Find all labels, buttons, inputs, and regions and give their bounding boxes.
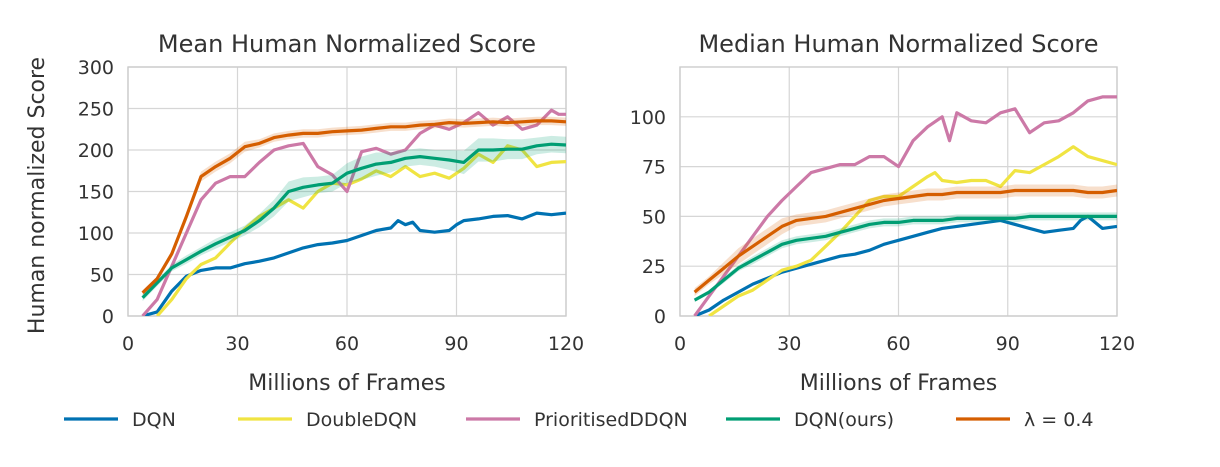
x-axis-label: Millions of Frames — [248, 371, 446, 396]
x-tick-label: 90 — [996, 333, 1020, 355]
x-tick-label: 30 — [225, 333, 249, 355]
y-tick-label: 25 — [642, 256, 666, 278]
series-DQN — [142, 211, 566, 316]
series-lambda — [693, 184, 1117, 297]
y-tick-label: 50 — [642, 206, 666, 228]
y-tick-label: 0 — [654, 306, 666, 328]
y-tick-label: 50 — [90, 265, 114, 287]
legend-label-DQN(ours): DQN(ours) — [794, 409, 894, 431]
y-axis-label: Human normalized Score — [25, 57, 50, 334]
line-lambda — [693, 188, 1117, 294]
band-lambda — [694, 184, 1117, 297]
x-tick-label: 120 — [548, 333, 584, 355]
line-DoubleDQN — [155, 144, 566, 316]
x-tick-label: 30 — [777, 333, 801, 355]
x-tick-label: 120 — [1099, 333, 1135, 355]
line-DQN(ours) — [141, 142, 566, 299]
line-DoubleDQN — [708, 145, 1117, 316]
legend: DQN DoubleDQN PrioritisedDDQN DQN(ours) λ = … — [64, 409, 1093, 431]
x-axis-label: Millions of Frames — [800, 371, 998, 396]
y-tick-label: 200 — [78, 140, 114, 162]
line-PrioritisedDDQN — [693, 95, 1117, 316]
legend-label-PrioritisedDDQN: PrioritisedDDQN — [534, 409, 688, 431]
plot-frame — [127, 66, 567, 317]
y-tick-label: 100 — [630, 107, 666, 129]
x-tick-label: 60 — [335, 333, 359, 355]
y-tick-label: 100 — [78, 223, 114, 245]
series-DQN(ours) — [141, 135, 566, 302]
y-tick-label: 250 — [78, 99, 114, 121]
legend-label-lambda: λ = 0.4 — [1024, 409, 1093, 431]
legend-label-DoubleDQN: DoubleDQN — [306, 409, 417, 431]
series-lambda — [141, 116, 566, 296]
band-DQN(ours) — [142, 135, 566, 302]
line-DQN(ours) — [693, 214, 1117, 302]
y-tick-label: 300 — [78, 57, 114, 79]
chart-title: Mean Human Normalized Score — [158, 30, 536, 58]
line-lambda — [141, 119, 566, 294]
mean-score-panel: 0 30 60 90 120 0 50 100 150 200 250 300 Mean Human N… — [25, 30, 584, 396]
y-tick-label: 75 — [642, 157, 666, 179]
legend-label-DQN: DQN — [132, 409, 176, 431]
x-tick-label: 0 — [122, 333, 134, 355]
series-DQN(ours) — [693, 212, 1117, 303]
series-DoubleDQN — [155, 144, 566, 316]
chart-title: Median Human Normalized Score — [698, 30, 1098, 58]
x-tick-label: 90 — [444, 333, 468, 355]
series-DoubleDQN — [708, 145, 1117, 316]
series-PrioritisedDDQN — [693, 95, 1117, 316]
y-tick-label: 0 — [102, 306, 114, 328]
y-tick-label: 150 — [78, 182, 114, 204]
x-tick-label: 60 — [886, 333, 910, 355]
median-score-panel: 0 30 60 90 120 0 25 50 75 100 Median Human Normali… — [630, 30, 1135, 396]
line-DQN — [142, 211, 566, 316]
x-tick-label: 0 — [674, 333, 686, 355]
